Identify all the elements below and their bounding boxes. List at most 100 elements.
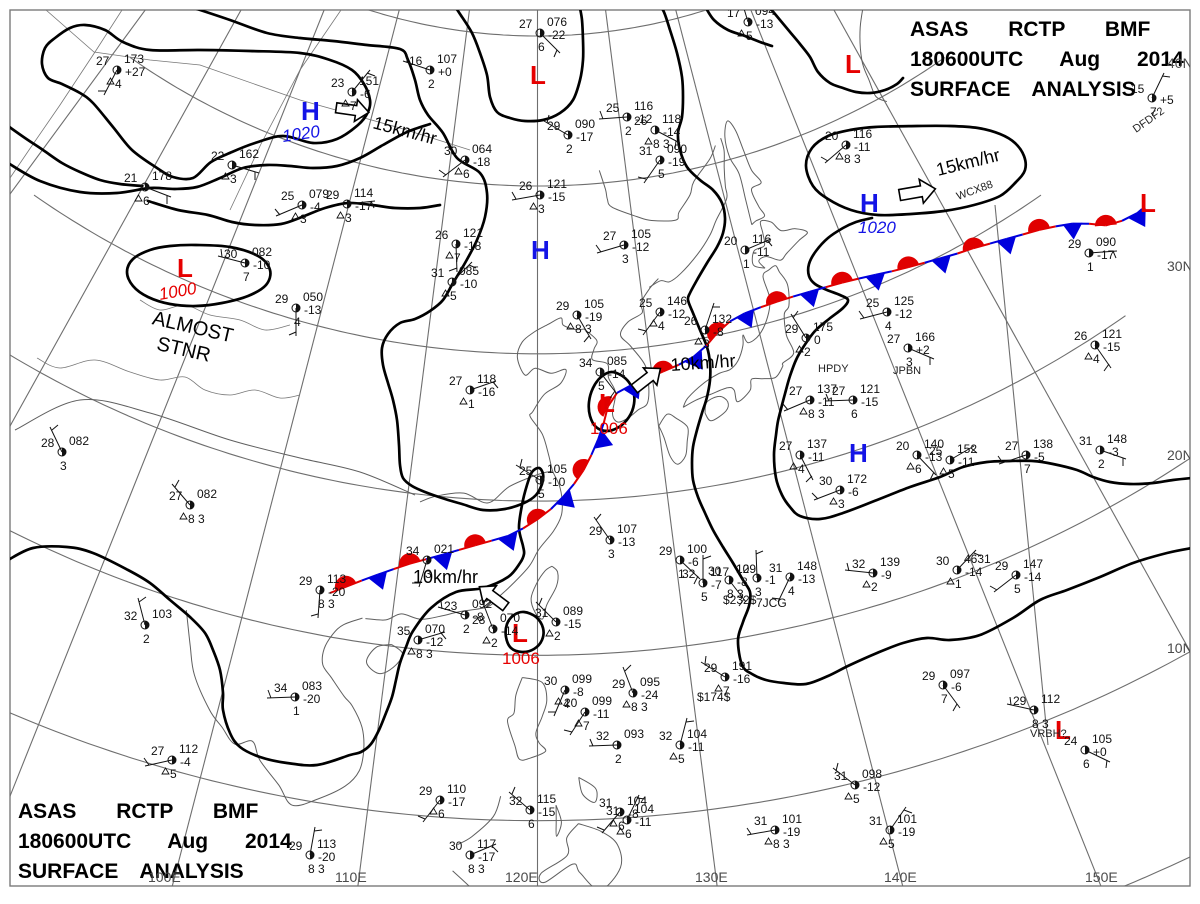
svg-text:ASAS RCTP BMF: ASAS RCTP BMF <box>18 800 258 823</box>
svg-text:112: 112 <box>179 742 198 756</box>
svg-text:6: 6 <box>538 40 545 54</box>
svg-text:-22: -22 <box>548 28 566 42</box>
svg-text:-17: -17 <box>355 199 373 213</box>
svg-text:23: 23 <box>444 599 458 613</box>
svg-text:27: 27 <box>1005 439 1019 453</box>
svg-text:-4: -4 <box>180 755 191 769</box>
svg-text:30: 30 <box>936 554 950 568</box>
svg-text:ASAS RCTP BMF: ASAS RCTP BMF <box>910 18 1150 41</box>
svg-text:31: 31 <box>606 804 620 818</box>
svg-text:-13: -13 <box>618 535 636 549</box>
svg-text:2: 2 <box>491 636 498 650</box>
svg-text:082: 082 <box>252 245 272 259</box>
svg-text:22: 22 <box>211 149 225 163</box>
svg-text:-10: -10 <box>460 277 478 291</box>
svg-text:31: 31 <box>535 606 549 620</box>
svg-text:166: 166 <box>915 330 935 344</box>
svg-text:121: 121 <box>463 226 483 240</box>
svg-text:-8: -8 <box>737 575 748 589</box>
svg-text:090: 090 <box>1096 235 1116 249</box>
svg-text:VRBH?: VRBH? <box>1030 728 1067 740</box>
svg-text:-14: -14 <box>663 125 681 139</box>
svg-text:-11: -11 <box>753 245 770 259</box>
svg-text:2: 2 <box>1098 457 1105 471</box>
svg-text:1: 1 <box>678 567 685 581</box>
svg-text:5: 5 <box>170 767 177 781</box>
svg-text:L: L <box>530 60 546 90</box>
svg-text:29: 29 <box>275 292 289 306</box>
svg-text:070: 070 <box>425 622 445 636</box>
svg-text:116: 116 <box>752 232 771 246</box>
svg-text:32: 32 <box>659 729 673 743</box>
svg-text:-19: -19 <box>585 310 603 324</box>
svg-text:-8: -8 <box>628 807 639 821</box>
svg-text:26: 26 <box>435 228 449 242</box>
svg-text:25: 25 <box>519 464 533 478</box>
svg-text:085: 085 <box>459 264 479 278</box>
svg-text:20: 20 <box>825 129 839 143</box>
svg-text:8 3: 8 3 <box>1032 717 1049 731</box>
svg-text:8 3: 8 3 <box>188 512 205 526</box>
svg-text:118: 118 <box>477 372 496 386</box>
svg-text:29: 29 <box>547 119 561 133</box>
svg-text:27: 27 <box>789 384 803 398</box>
svg-text:10km/hr: 10km/hr <box>413 567 478 587</box>
svg-text:26: 26 <box>634 114 648 128</box>
svg-text:110E: 110E <box>335 869 367 885</box>
svg-text:30N: 30N <box>1167 258 1193 274</box>
svg-text:140: 140 <box>924 437 944 451</box>
svg-text:3: 3 <box>838 497 845 511</box>
svg-text:085: 085 <box>607 354 627 368</box>
svg-text:7: 7 <box>454 251 461 265</box>
svg-text:076: 076 <box>547 15 567 29</box>
svg-text:112: 112 <box>1041 692 1060 706</box>
svg-text:25: 25 <box>281 189 295 203</box>
svg-text:117: 117 <box>710 565 729 579</box>
svg-text:29: 29 <box>922 669 936 683</box>
svg-text:31: 31 <box>769 561 783 575</box>
svg-text:172: 172 <box>847 472 867 486</box>
svg-text:27: 27 <box>449 374 463 388</box>
svg-text:L: L <box>1055 715 1071 745</box>
svg-text:16: 16 <box>409 54 423 68</box>
svg-text:29: 29 <box>289 839 303 853</box>
svg-text:113: 113 <box>327 572 346 586</box>
svg-text:5: 5 <box>598 379 605 393</box>
svg-text:26: 26 <box>519 179 533 193</box>
svg-text:7: 7 <box>941 692 948 706</box>
svg-text:178: 178 <box>152 169 172 183</box>
svg-text:8 3: 8 3 <box>318 597 335 611</box>
svg-text:1020: 1020 <box>858 218 896 237</box>
svg-text:070: 070 <box>500 611 520 625</box>
svg-text:H: H <box>531 235 550 265</box>
svg-text:4: 4 <box>798 462 805 476</box>
svg-text:29: 29 <box>419 784 433 798</box>
svg-text:104: 104 <box>627 794 647 808</box>
svg-text:-10: -10 <box>253 258 271 272</box>
svg-text:2: 2 <box>625 124 632 138</box>
svg-text:28: 28 <box>41 436 55 450</box>
svg-text:31: 31 <box>754 814 768 828</box>
svg-text:097: 097 <box>950 667 970 681</box>
svg-text:-15: -15 <box>861 395 879 409</box>
svg-text:-14: -14 <box>608 367 626 381</box>
svg-text:1: 1 <box>955 577 962 591</box>
svg-text:115: 115 <box>537 792 556 806</box>
svg-text:8 3: 8 3 <box>416 647 433 661</box>
svg-text:3: 3 <box>300 212 307 226</box>
svg-text:-5: -5 <box>1034 450 1045 464</box>
svg-text:-12: -12 <box>632 240 650 254</box>
svg-text:082: 082 <box>197 487 217 501</box>
svg-text:-20: -20 <box>328 585 346 599</box>
svg-text:4: 4 <box>115 77 122 91</box>
svg-text:150E: 150E <box>1085 869 1118 885</box>
svg-text:-6: -6 <box>688 555 699 569</box>
svg-text:29: 29 <box>704 661 718 675</box>
svg-text:27: 27 <box>832 384 846 398</box>
svg-text:-19: -19 <box>783 825 801 839</box>
svg-text:5: 5 <box>678 752 685 766</box>
svg-text:8 3: 8 3 <box>773 837 790 851</box>
svg-text:5: 5 <box>450 289 457 303</box>
svg-text:7: 7 <box>583 719 590 733</box>
svg-text:-11: -11 <box>958 455 975 469</box>
